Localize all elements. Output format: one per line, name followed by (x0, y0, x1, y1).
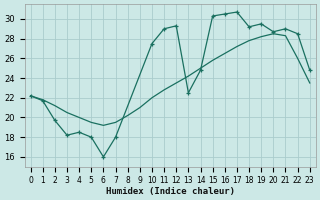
X-axis label: Humidex (Indice chaleur): Humidex (Indice chaleur) (106, 187, 235, 196)
